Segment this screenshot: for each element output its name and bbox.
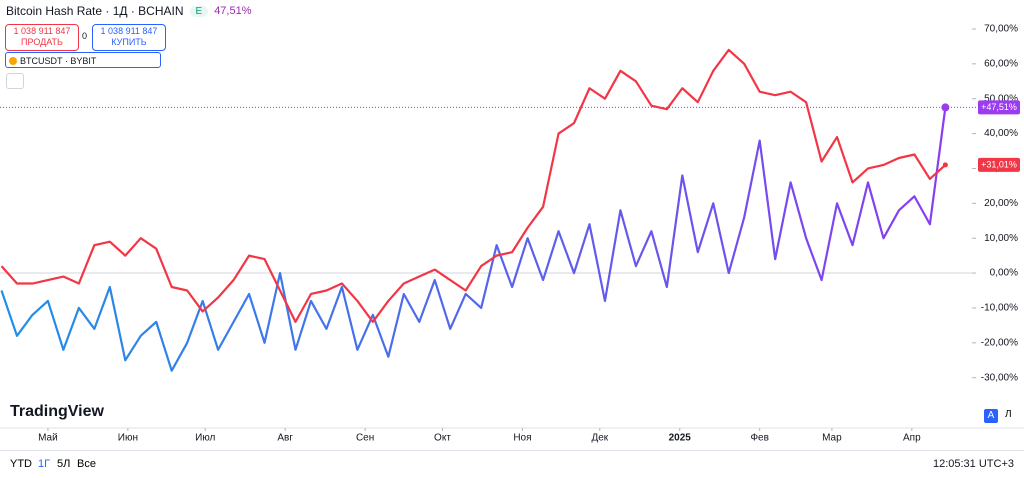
y-tick-label: 50,00%	[984, 93, 1018, 104]
x-tick-label: Сен	[356, 433, 374, 444]
x-tick-label: Июн	[118, 433, 138, 444]
sell-button[interactable]: 1 038 911 847 ПРОДАТЬ	[5, 24, 79, 51]
x-tick-label: Апр	[903, 433, 921, 444]
x-tick-label: Ноя	[513, 433, 531, 444]
series-line	[0, 48, 947, 323]
last-label-bg	[978, 100, 1020, 115]
y-tick-label: 60,00%	[984, 58, 1018, 69]
y-tick-label: 0,00%	[990, 268, 1018, 279]
x-tick-label: Дек	[591, 433, 608, 444]
footer: YTD 1Г 5Л Все 12:05:31 UTC+3	[0, 450, 1024, 478]
spread: 0	[82, 31, 88, 41]
last-point	[941, 103, 950, 112]
buy-button[interactable]: 1 038 911 847 КУПИТЬ	[92, 24, 166, 51]
y-tick-label: 20,00%	[984, 198, 1018, 209]
y-tick-label: 70,00%	[984, 24, 1018, 35]
clock: 12:05:31 UTC+3	[932, 458, 1014, 470]
collapse-button[interactable]	[6, 73, 24, 89]
last-point	[942, 162, 948, 168]
last-label: +47,51%	[981, 102, 1017, 112]
y-tick-label: -20,00%	[981, 337, 1018, 348]
x-tick-label: Май	[38, 433, 58, 444]
exchange-badge: E	[189, 5, 209, 17]
range-button[interactable]: 1Г	[38, 458, 51, 470]
range-button[interactable]: YTD	[10, 458, 32, 470]
range-button[interactable]: 5Л	[57, 458, 71, 470]
change: 47,51%	[214, 5, 252, 17]
x-tick-label: Авг	[277, 433, 293, 444]
logo: TradingView	[10, 403, 104, 420]
last-label: +31,01%	[981, 159, 1017, 169]
sell-label: ПРОДАТЬ	[21, 37, 63, 47]
sell-price: 1 038 911 847	[13, 26, 71, 36]
x-tick-label: Окт	[434, 433, 451, 444]
log-scale[interactable]: Л	[1005, 409, 1012, 420]
series-line	[0, 107, 947, 372]
header: Bitcoin Hash Rate · 1Д · BCHAIN E 47,51%	[6, 4, 252, 18]
x-tick-label: Фев	[750, 433, 768, 444]
y-tick-label: 40,00%	[984, 128, 1018, 139]
buy-label: КУПИТЬ	[111, 37, 147, 47]
auto-scale[interactable]: A	[984, 409, 998, 423]
x-tick-label: Мар	[822, 433, 842, 444]
x-tick-label: Июл	[195, 433, 215, 444]
y-tick-label: -30,00%	[981, 372, 1018, 383]
buy-price: 1 038 911 847	[100, 26, 158, 36]
x-tick-label: 2025	[669, 433, 692, 444]
symbol-title[interactable]: Bitcoin Hash Rate · 1Д · BCHAIN	[6, 4, 184, 18]
last-label-bg	[978, 157, 1020, 172]
y-tick-label: -10,00%	[981, 303, 1018, 314]
compare-symbol[interactable]: BTCUSDT · BYBIT	[5, 52, 161, 68]
y-tick-label: 10,00%	[984, 233, 1018, 244]
chart: 70,00%60,00%50,00%40,00%30,00%20,00%10,0…	[0, 24, 1024, 444]
range-button[interactable]: Все	[77, 458, 96, 470]
